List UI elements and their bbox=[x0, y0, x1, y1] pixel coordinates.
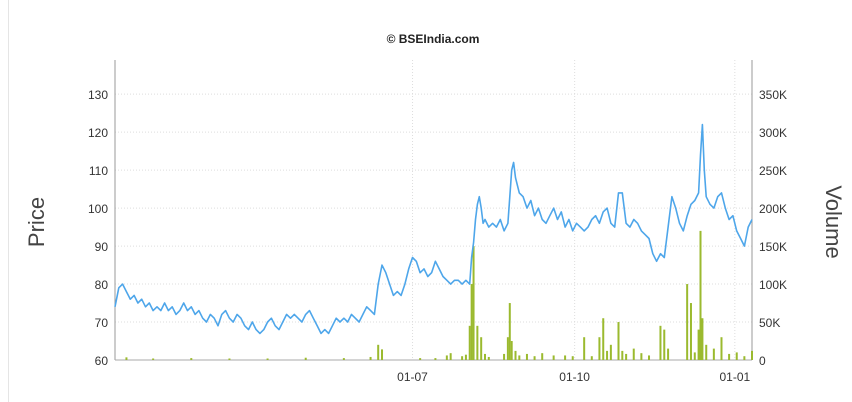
volume-bar bbox=[419, 358, 422, 360]
volume-bar bbox=[503, 353, 506, 360]
volume-bar bbox=[705, 344, 708, 360]
volume-bar bbox=[342, 358, 345, 360]
volume-bar bbox=[525, 353, 528, 360]
volume-bar bbox=[461, 356, 464, 360]
volume-bar bbox=[464, 354, 467, 360]
volume-bar bbox=[434, 358, 437, 360]
volume-bar bbox=[506, 337, 509, 360]
price-tick-label: 110 bbox=[89, 164, 108, 178]
volume-bar bbox=[510, 341, 513, 360]
volume-bar bbox=[751, 350, 753, 360]
price-line bbox=[114, 123, 753, 335]
volume-bar bbox=[667, 348, 670, 360]
volume-tick-label: 350K bbox=[759, 88, 787, 102]
volume-bar bbox=[689, 303, 692, 360]
volume-bar bbox=[609, 344, 612, 360]
volume-bar bbox=[228, 358, 231, 360]
volume-bar bbox=[564, 355, 567, 360]
price-tick-label: 130 bbox=[88, 88, 108, 102]
volume-bar bbox=[472, 246, 475, 360]
volume-bar bbox=[487, 356, 490, 360]
volume-bar bbox=[125, 357, 128, 360]
volume-tick-label: 200K bbox=[759, 202, 787, 216]
volume-bar bbox=[602, 318, 605, 360]
volume-bar bbox=[190, 358, 193, 360]
volume-bar bbox=[508, 303, 511, 360]
volume-bar bbox=[648, 355, 651, 360]
volume-bar bbox=[632, 348, 635, 360]
volume-bar bbox=[266, 358, 269, 360]
volume-bar bbox=[571, 356, 574, 360]
volume-bar bbox=[701, 318, 704, 360]
volume-bar bbox=[735, 352, 738, 360]
volume-bar bbox=[712, 348, 715, 360]
volume-bar bbox=[590, 356, 593, 360]
date-tick-label: 01-01 bbox=[719, 370, 750, 384]
volume-bar bbox=[693, 352, 696, 360]
volume-bar bbox=[659, 325, 662, 360]
price-series bbox=[114, 123, 753, 335]
volume-bar bbox=[728, 353, 731, 360]
volume-bar bbox=[514, 350, 517, 360]
chart-title: © BSEIndia.com bbox=[387, 32, 480, 46]
volume-bar bbox=[483, 353, 486, 360]
volume-bar bbox=[552, 355, 555, 360]
price-tick-label: 90 bbox=[95, 240, 109, 254]
volume-bar bbox=[720, 337, 723, 360]
volume-axis-ticks: 0 50K 100K 150K 200K 250K 300K 350K bbox=[759, 88, 787, 368]
date-tick-label: 01-10 bbox=[559, 370, 590, 384]
volume-bar bbox=[468, 325, 471, 360]
price-tick-label: 100 bbox=[88, 202, 108, 216]
volume-bar bbox=[640, 353, 643, 360]
date-tick-label: 01-07 bbox=[397, 370, 428, 384]
volume-bar bbox=[606, 350, 609, 360]
volume-series bbox=[125, 230, 753, 360]
volume-bar bbox=[598, 337, 601, 360]
volume-bar bbox=[533, 356, 536, 360]
date-axis-ticks: 01-07 01-10 01-01 bbox=[397, 370, 750, 384]
frame-left-rule bbox=[8, 0, 9, 402]
volume-tick-label: 150K bbox=[759, 240, 787, 254]
price-tick-label: 60 bbox=[95, 354, 109, 368]
volume-bar bbox=[304, 357, 307, 360]
price-tick-label: 120 bbox=[88, 126, 108, 140]
volume-tick-label: 0 bbox=[759, 354, 766, 368]
volume-bar bbox=[743, 356, 746, 360]
grid-lines bbox=[115, 60, 752, 360]
volume-tick-label: 100K bbox=[759, 278, 787, 292]
volume-bar bbox=[377, 344, 380, 360]
volume-tick-label: 300K bbox=[759, 126, 787, 140]
volume-bar bbox=[470, 284, 473, 360]
volume-bar bbox=[476, 325, 479, 360]
volume-bar bbox=[480, 337, 483, 360]
volume-bar bbox=[449, 353, 452, 360]
price-tick-label: 70 bbox=[95, 316, 109, 330]
volume-bar bbox=[617, 322, 620, 360]
price-axis-ticks: 60 70 80 90 100 110 120 130 bbox=[88, 88, 108, 368]
volume-axis-label: Volume bbox=[821, 185, 846, 258]
volume-bar bbox=[369, 356, 372, 360]
volume-bar bbox=[697, 329, 700, 360]
volume-bar bbox=[686, 284, 689, 360]
volume-bar bbox=[625, 353, 628, 360]
price-tick-label: 80 bbox=[95, 278, 109, 292]
volume-bar bbox=[445, 355, 448, 360]
volume-tick-label: 250K bbox=[759, 164, 787, 178]
volume-bar bbox=[663, 329, 666, 360]
volume-bar bbox=[583, 337, 586, 360]
price-axis-label: Price bbox=[24, 197, 49, 247]
volume-tick-label: 50K bbox=[759, 316, 780, 330]
volume-bar bbox=[152, 358, 155, 360]
volume-bar bbox=[518, 355, 521, 360]
volume-bar bbox=[381, 349, 384, 360]
volume-bar bbox=[699, 230, 702, 360]
volume-bar bbox=[541, 353, 544, 360]
volume-bar bbox=[621, 350, 624, 360]
